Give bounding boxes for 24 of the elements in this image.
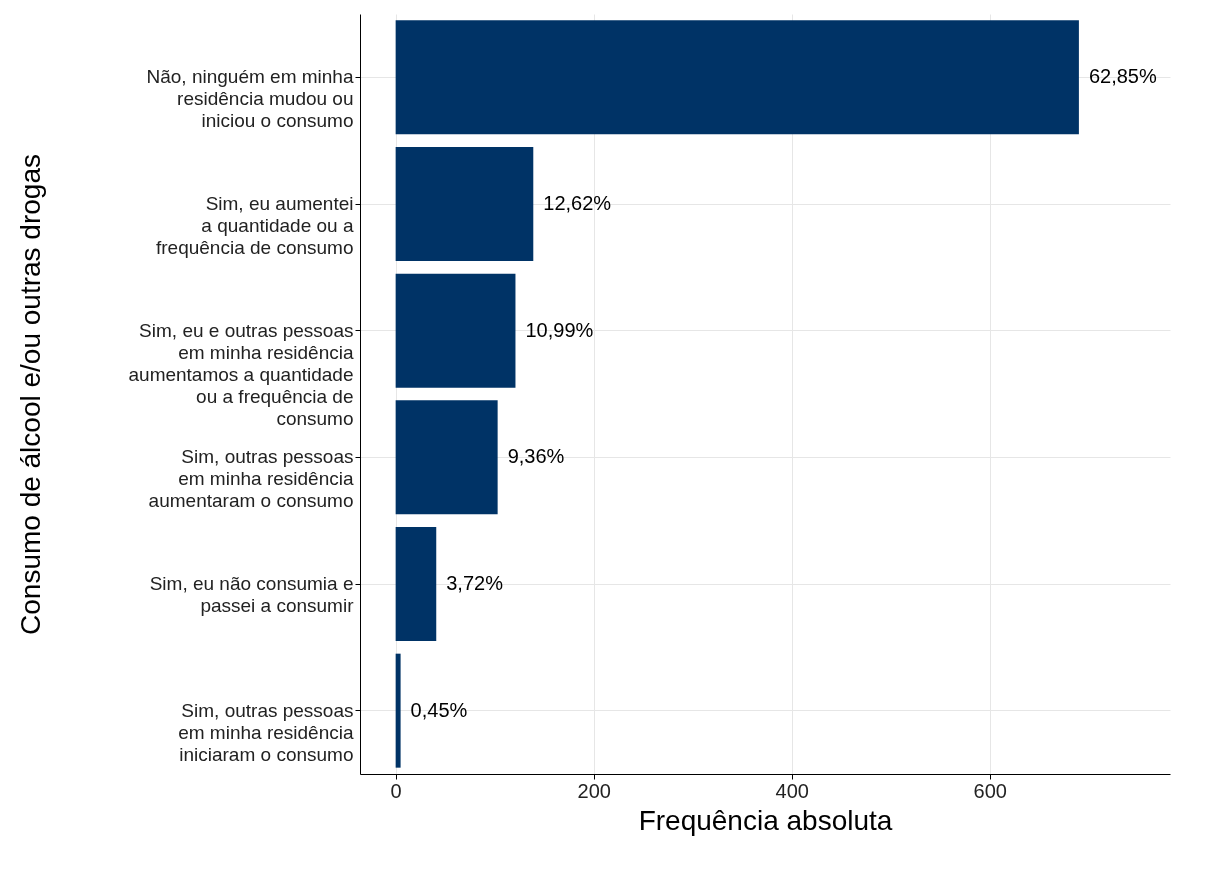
y-tick-label: Sim, eu e outras pessoas em minha residência aumentamos a quantidade ou a frequência de consumo: [128, 319, 354, 429]
bar: [395, 653, 401, 768]
bar: [395, 527, 437, 641]
bar: [395, 147, 534, 261]
annotation: 12,62%: [543, 192, 612, 214]
x-tick-label: 400: [775, 779, 809, 802]
annotation: 62,85%: [1088, 65, 1157, 88]
annotation: 0,45%: [410, 698, 468, 721]
bar: [395, 20, 1079, 135]
annotation: 10,99%: [525, 318, 594, 341]
bar: [395, 400, 498, 515]
annotation: 9,36%: [507, 445, 565, 468]
bar: [395, 273, 516, 388]
x-tick-label: 0: [390, 779, 402, 802]
x-tick-label: 600: [973, 779, 1007, 802]
y-tick-label: Sim, outras pessoas em minha residência aumentaram o consumo: [148, 446, 354, 512]
x-tick-label: 200: [577, 779, 611, 802]
annotation: 3,72%: [446, 572, 504, 594]
y-tick-label: Não, ninguém em minha residência mudou ou iniciou o consumo: [146, 66, 354, 132]
y-tick-label: Sim, outras pessoas em minha residência iniciaram o consumo: [178, 699, 354, 765]
y-tick-label: Sim, eu aumentei a quantidade ou a frequência de consumo: [155, 193, 354, 258]
y-axis-title: Consumo de álcool e/ou outras drogas: [14, 154, 46, 635]
x-axis-title: Frequência absoluta: [638, 804, 893, 836]
y-tick-label: Sim, eu não consumia e passei a consumir: [149, 573, 355, 616]
